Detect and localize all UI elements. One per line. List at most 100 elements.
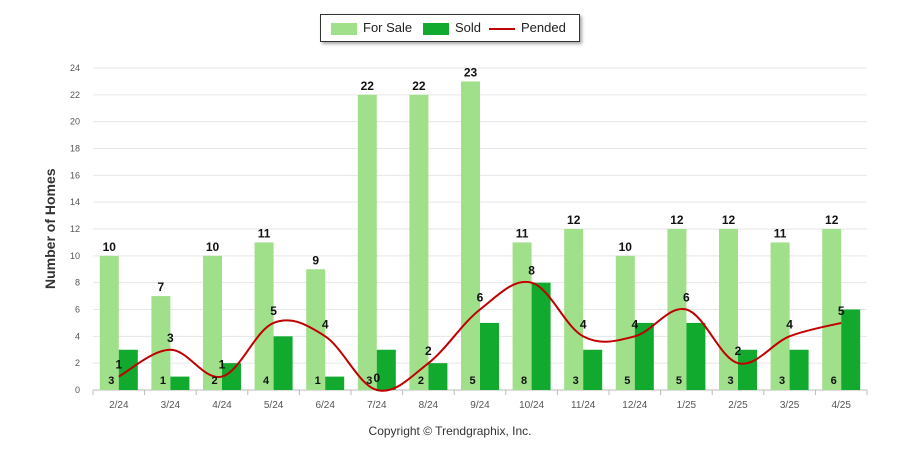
bar-sold	[376, 349, 396, 390]
bar-sold	[273, 336, 293, 390]
data-label-pended: 6	[683, 291, 690, 305]
legend-item-sold[interactable]: Sold	[423, 21, 481, 35]
y-tick-label: 10	[70, 251, 80, 261]
data-label-for-sale: 10	[103, 240, 117, 254]
x-tick-label: 10/24	[519, 400, 544, 411]
data-label-pended: 6	[477, 291, 484, 305]
bar-sold	[480, 322, 499, 390]
data-label-pended: 2	[735, 344, 742, 358]
data-label-for-sale: 22	[361, 79, 375, 93]
legend-label-sold: Sold	[455, 20, 482, 35]
data-label-pended: 2	[425, 344, 432, 358]
data-label-for-sale: 7	[158, 280, 165, 294]
y-tick-label: 8	[75, 278, 80, 288]
bar-sold	[583, 349, 603, 390]
y-tick-label: 2	[75, 358, 80, 368]
y-axis-title: Number of Homes	[42, 168, 58, 290]
data-label-pended: 4	[580, 317, 587, 331]
data-label-sold: 8	[521, 375, 527, 387]
x-tick-label: 6/24	[315, 400, 335, 411]
data-label-sold: 5	[624, 375, 630, 387]
data-label-sold: 2	[211, 375, 217, 387]
bar-for-sale	[151, 296, 171, 390]
data-label-pended: 4	[322, 317, 329, 331]
bar-for-sale	[512, 242, 532, 390]
data-label-for-sale: 12	[722, 213, 736, 227]
data-label-pended: 4	[631, 317, 638, 331]
legend-item-for-sale[interactable]: For Sale	[331, 21, 412, 35]
y-tick-label: 14	[70, 197, 80, 207]
data-label-for-sale: 23	[464, 65, 478, 79]
bar-for-sale	[203, 255, 222, 390]
data-label-for-sale: 11	[774, 226, 787, 240]
legend-swatch-sold	[423, 22, 449, 35]
legend-swatch-for-sale	[331, 22, 357, 35]
bar-sold	[170, 376, 190, 390]
legend-label-pended: Pended	[521, 20, 566, 35]
data-label-sold: 6	[831, 375, 837, 387]
bar-for-sale	[770, 242, 790, 390]
bar-for-sale	[822, 229, 842, 390]
legend-swatch-pended	[489, 27, 515, 30]
x-tick-label: 12/24	[622, 400, 647, 411]
y-tick-label: 18	[70, 144, 80, 154]
data-label-sold: 5	[676, 375, 682, 387]
y-tick-label: 22	[70, 90, 80, 100]
data-label-for-sale: 11	[258, 226, 271, 240]
bar-for-sale	[357, 94, 377, 390]
bar-sold	[789, 349, 809, 390]
data-label-for-sale: 9	[312, 253, 319, 267]
data-label-sold: 3	[366, 375, 372, 387]
data-label-pended: 8	[528, 264, 535, 278]
bar-sold	[841, 309, 861, 390]
x-tick-label: 1/25	[677, 400, 697, 411]
data-label-sold: 3	[108, 375, 114, 387]
data-label-for-sale: 12	[670, 213, 684, 227]
legend-label-for-sale: For Sale	[363, 20, 413, 35]
x-tick-label: 8/24	[419, 400, 439, 411]
x-tick-label: 7/24	[367, 400, 387, 411]
y-tick-label: 4	[75, 331, 80, 341]
bar-sold	[531, 282, 551, 390]
bar-for-sale	[564, 229, 584, 390]
bar-for-sale	[254, 242, 274, 390]
data-label-sold: 4	[263, 375, 270, 387]
data-label-for-sale: 12	[567, 213, 581, 227]
bar-for-sale	[461, 81, 480, 391]
data-label-pended: 4	[786, 317, 793, 331]
y-tick-label: 20	[70, 117, 80, 127]
data-label-pended: 1	[219, 358, 226, 372]
chart-legend: For Sale Sold Pended	[320, 14, 580, 42]
bar-for-sale	[409, 94, 429, 390]
bar-sold	[686, 322, 706, 390]
data-label-sold: 3	[727, 375, 733, 387]
x-tick-label: 9/24	[470, 400, 490, 411]
data-label-pended: 3	[167, 331, 174, 345]
x-tick-label: 2/24	[109, 400, 129, 411]
y-tick-label: 16	[70, 170, 80, 180]
bar-sold	[325, 376, 345, 390]
data-label-sold: 5	[469, 375, 475, 387]
y-tick-label: 12	[70, 224, 80, 234]
x-tick-label: 5/24	[264, 400, 284, 411]
x-tick-label: 3/24	[161, 400, 181, 411]
bar-for-sale	[719, 229, 738, 390]
data-label-for-sale: 10	[206, 240, 220, 254]
x-tick-label: 2/25	[728, 400, 748, 411]
y-tick-label: 0	[75, 385, 80, 395]
data-label-pended: 1	[115, 358, 122, 372]
data-label-pended: 5	[838, 304, 845, 318]
legend-item-pended[interactable]: Pended	[489, 21, 566, 35]
data-label-sold: 1	[160, 375, 166, 387]
y-tick-label: 6	[75, 305, 80, 315]
data-label-for-sale: 12	[825, 213, 839, 227]
bar-for-sale	[99, 255, 119, 390]
x-tick-label: 11/24	[571, 400, 596, 411]
copyright-text: Copyright © Trendgraphix, Inc.	[368, 424, 532, 438]
line-pended	[118, 280, 842, 392]
data-label-sold: 1	[315, 375, 321, 387]
data-label-pended: 0	[373, 371, 380, 385]
bar-sold	[222, 363, 241, 390]
data-label-for-sale: 11	[516, 226, 529, 240]
